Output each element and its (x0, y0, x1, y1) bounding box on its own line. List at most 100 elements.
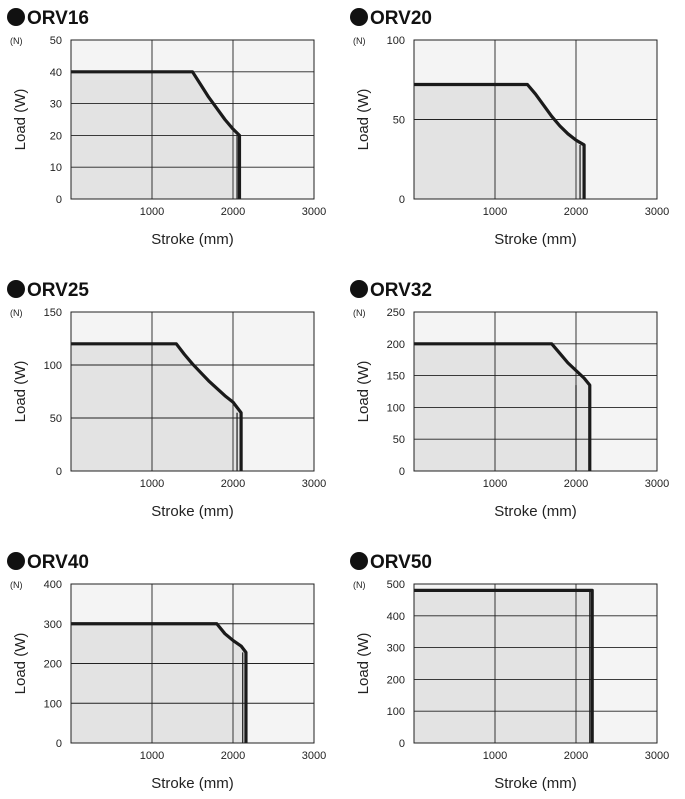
chart-orv32: ORV32 (N) 0 50 100 150 200 250 1000 2000 3000 Strok… (350, 280, 669, 520)
y-tick-label: 250 (387, 307, 405, 319)
load-area (413, 589, 593, 744)
y-tick-label: 40 (50, 67, 62, 79)
y-tick-label: 300 (44, 619, 62, 631)
load-curve (71, 342, 243, 471)
y-unit-label: (N) (10, 308, 23, 318)
plot-frame (413, 311, 658, 472)
plot-frame (70, 39, 315, 200)
y-tick-label: 100 (387, 402, 405, 414)
x-tick-label: 3000 (645, 206, 669, 218)
y-tick-label: 150 (44, 307, 62, 319)
y-tick-label: 50 (50, 413, 62, 425)
y-unit-label: (N) (10, 36, 23, 46)
chart-title: ORV25 (27, 280, 89, 301)
y-tick-label: 400 (44, 579, 62, 591)
y-tick-label: 100 (387, 706, 405, 718)
title-bullet-icon (7, 280, 25, 298)
y-tick-label: 0 (56, 194, 62, 206)
x-tick-label: 3000 (302, 750, 326, 762)
x-tick-label: 2000 (221, 750, 245, 762)
y-tick-label: 0 (399, 194, 405, 206)
title-bullet-icon (350, 280, 368, 298)
y-tick-label: 0 (399, 466, 405, 478)
y-tick-label: 10 (50, 162, 62, 174)
y-axis-label: Load (W) (12, 633, 29, 695)
y-tick-label: 300 (387, 643, 405, 655)
load-curve (71, 622, 248, 743)
load-curve (71, 70, 242, 199)
title-bullet-icon (350, 552, 368, 570)
y-tick-label: 30 (50, 99, 62, 111)
chart-orv40: ORV40 (N) 0 100 200 300 400 1000 2000 3000 Stroke … (7, 552, 326, 792)
y-tick-label: 100 (44, 698, 62, 710)
x-tick-label: 2000 (564, 750, 588, 762)
x-tick-label: 1000 (483, 206, 507, 218)
load-curve (414, 82, 586, 199)
y-tick-label: 200 (44, 659, 62, 671)
y-axis-label: Load (W) (355, 89, 372, 151)
x-axis-label: Stroke (mm) (494, 775, 577, 792)
chart-orv50: ORV50 (N) 0 100 200 300 400 500 1000 2000 3000 Stro… (350, 552, 669, 792)
y-tick-label: 500 (387, 579, 405, 591)
x-tick-label: 1000 (483, 750, 507, 762)
y-unit-label: (N) (353, 580, 366, 590)
title-bullet-icon (7, 552, 25, 570)
x-tick-label: 1000 (140, 750, 164, 762)
y-unit-label: (N) (353, 308, 366, 318)
title-bullet-icon (7, 8, 25, 26)
x-tick-label: 3000 (302, 206, 326, 218)
title-bullet-icon (350, 8, 368, 26)
chart-orv20: ORV20 (N) 0 50 100 1000 2000 3000 Stroke (mm) Loa… (350, 8, 669, 248)
x-tick-label: 1000 (140, 478, 164, 490)
x-tick-label: 2000 (564, 478, 588, 490)
chart-title: ORV40 (27, 552, 89, 573)
x-axis-label: Stroke (mm) (494, 503, 577, 520)
y-tick-label: 150 (387, 371, 405, 383)
y-tick-label: 200 (387, 339, 405, 351)
x-tick-label: 2000 (221, 206, 245, 218)
chart-orv25: ORV25 (N) 0 50 100 150 1000 2000 3000 Stroke (mm)… (7, 280, 326, 520)
x-axis-label: Stroke (mm) (151, 503, 234, 520)
load-area (70, 623, 247, 744)
chart-title: ORV50 (370, 552, 432, 573)
chart-orv16: ORV16 (N) 0 10 20 30 40 50 1000 2000 3000 Stroke (m… (7, 8, 326, 248)
y-tick-label: 0 (56, 466, 62, 478)
chart-title: ORV16 (27, 8, 89, 29)
x-axis-label: Stroke (mm) (151, 231, 234, 248)
x-tick-label: 3000 (302, 478, 326, 490)
y-tick-label: 50 (393, 434, 405, 446)
x-axis-label: Stroke (mm) (151, 775, 234, 792)
y-axis-label: Load (W) (355, 633, 372, 695)
y-tick-label: 0 (56, 738, 62, 750)
x-tick-label: 2000 (564, 206, 588, 218)
x-tick-label: 3000 (645, 750, 669, 762)
x-tick-label: 1000 (483, 478, 507, 490)
x-tick-label: 3000 (645, 478, 669, 490)
load-curve (414, 342, 592, 471)
x-tick-label: 2000 (221, 478, 245, 490)
y-unit-label: (N) (353, 36, 366, 46)
y-tick-label: 400 (387, 611, 405, 623)
y-tick-label: 50 (393, 115, 405, 127)
y-tick-label: 100 (44, 360, 62, 372)
y-axis-label: Load (W) (355, 361, 372, 423)
chart-title: ORV32 (370, 280, 432, 301)
y-tick-label: 0 (399, 738, 405, 750)
chart-title: ORV20 (370, 8, 432, 29)
x-tick-label: 1000 (140, 206, 164, 218)
y-tick-label: 200 (387, 674, 405, 686)
load-curve (414, 588, 594, 743)
y-tick-label: 50 (50, 35, 62, 47)
y-axis-label: Load (W) (12, 361, 29, 423)
plot-frame (70, 583, 315, 744)
y-axis-label: Load (W) (12, 89, 29, 151)
plot-frame (413, 583, 658, 744)
y-tick-label: 20 (50, 130, 62, 142)
plot-frame (413, 39, 658, 200)
y-unit-label: (N) (10, 580, 23, 590)
y-tick-label: 100 (387, 35, 405, 47)
plot-frame (70, 311, 315, 472)
x-axis-label: Stroke (mm) (494, 231, 577, 248)
